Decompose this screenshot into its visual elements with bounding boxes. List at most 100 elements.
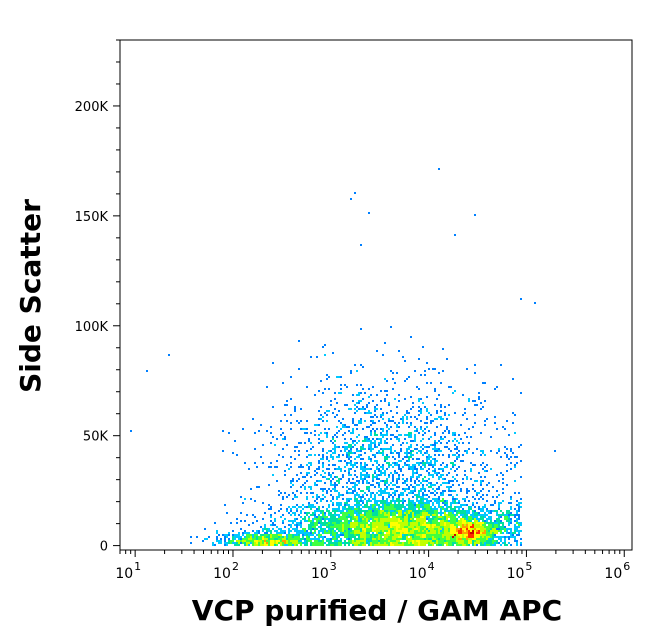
data-point [328, 542, 330, 544]
data-point [508, 458, 510, 460]
data-point [386, 468, 388, 470]
data-point [330, 526, 332, 528]
data-point [436, 500, 438, 502]
data-point [368, 544, 370, 546]
data-point [332, 498, 334, 500]
data-point [286, 508, 288, 510]
data-point [516, 540, 518, 542]
data-point [342, 512, 344, 514]
data-point [448, 456, 450, 458]
data-point [316, 518, 318, 520]
data-point [350, 198, 352, 200]
data-point [452, 510, 454, 512]
data-point [434, 536, 436, 538]
data-point [464, 408, 466, 410]
data-point [314, 538, 316, 540]
data-point [430, 522, 432, 524]
data-point [436, 522, 438, 524]
data-point [362, 398, 364, 400]
data-point [458, 528, 460, 530]
data-point [482, 506, 484, 508]
data-point [318, 532, 320, 534]
data-point [326, 456, 328, 458]
data-point [340, 528, 342, 530]
data-point [292, 498, 294, 500]
data-point [320, 418, 322, 420]
data-point [450, 530, 452, 532]
data-point [266, 534, 268, 536]
data-point [374, 430, 376, 432]
data-point [392, 512, 394, 514]
data-point [364, 462, 366, 464]
data-point [332, 522, 334, 524]
data-point [432, 534, 434, 536]
data-point [486, 528, 488, 530]
data-point [346, 534, 348, 536]
data-point [484, 528, 486, 530]
data-point [400, 544, 402, 546]
data-point [382, 504, 384, 506]
data-point [256, 530, 258, 532]
data-point [318, 424, 320, 426]
data-point [450, 520, 452, 522]
data-point [340, 504, 342, 506]
data-point [498, 538, 500, 540]
data-point [356, 512, 358, 514]
data-point [426, 426, 428, 428]
data-point [292, 506, 294, 508]
data-point [486, 542, 488, 544]
data-point [422, 478, 424, 480]
data-point [434, 468, 436, 470]
data-point [416, 512, 418, 514]
data-point [474, 520, 476, 522]
data-point [422, 532, 424, 534]
data-point [378, 482, 380, 484]
data-point [392, 544, 394, 546]
data-point [518, 502, 520, 504]
data-point [468, 398, 470, 400]
data-point [382, 480, 384, 482]
data-point [428, 446, 430, 448]
data-point [258, 538, 260, 540]
data-point [452, 464, 454, 466]
data-point [356, 526, 358, 528]
data-point [404, 488, 406, 490]
data-point [432, 492, 434, 494]
data-point [430, 538, 432, 540]
data-point [462, 508, 464, 510]
data-point [324, 432, 326, 434]
data-point [388, 536, 390, 538]
data-point [426, 494, 428, 496]
data-point [232, 534, 234, 536]
data-point [418, 538, 420, 540]
data-point [336, 432, 338, 434]
data-point [340, 512, 342, 514]
data-point [446, 358, 448, 360]
data-point [494, 510, 496, 512]
data-point [378, 478, 380, 480]
data-point [460, 520, 462, 522]
data-point [382, 538, 384, 540]
data-point [334, 490, 336, 492]
data-point [354, 518, 356, 520]
data-point [358, 526, 360, 528]
data-point [384, 516, 386, 518]
data-point [464, 524, 466, 526]
data-point [320, 536, 322, 538]
data-point [308, 472, 310, 474]
data-point [434, 462, 436, 464]
data-point [444, 534, 446, 536]
data-point [432, 518, 434, 520]
data-point [394, 464, 396, 466]
data-point [490, 510, 492, 512]
data-point [412, 506, 414, 508]
data-point [406, 532, 408, 534]
data-point [276, 532, 278, 534]
data-point [356, 500, 358, 502]
data-point [500, 522, 502, 524]
data-point [250, 540, 252, 542]
data-point [358, 402, 360, 404]
data-point [310, 454, 312, 456]
data-point [216, 532, 218, 534]
data-point [510, 544, 512, 546]
